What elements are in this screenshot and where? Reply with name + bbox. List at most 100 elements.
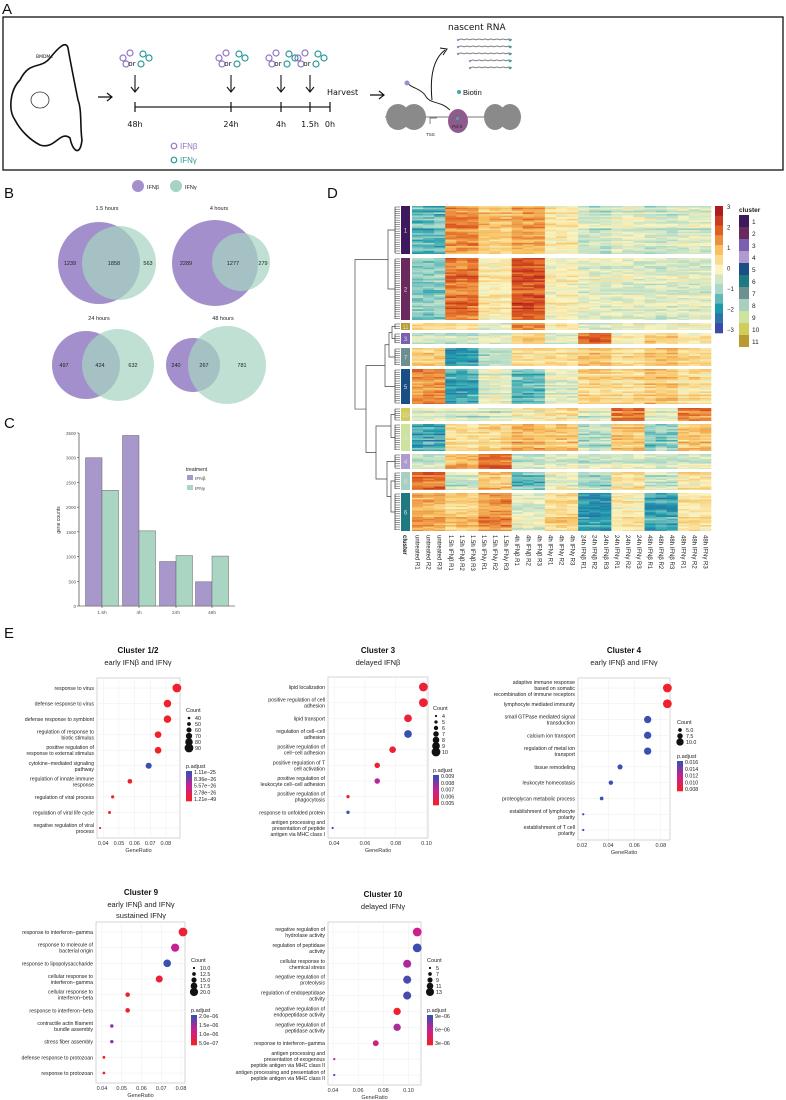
- heatmap-cell: [544, 250, 557, 253]
- heatmap-cell: [434, 234, 446, 237]
- heatmap-cell: [555, 341, 568, 343]
- heatmap-cell: [467, 294, 479, 297]
- heatmap-cell: [434, 425, 446, 428]
- heatmap-cell: [633, 210, 645, 213]
- heatmap-cell: [500, 476, 512, 479]
- heatmap-cell: [500, 436, 512, 439]
- heatmap-cell: [600, 352, 612, 355]
- heatmap-cell: [544, 465, 557, 467]
- heatmap-cell: [555, 476, 568, 479]
- heatmap-cell: [611, 370, 623, 373]
- heatmap-cell: [655, 299, 667, 302]
- heatmap-cell: [699, 359, 712, 361]
- heatmap-cell: [445, 419, 457, 421]
- heatmap-cell: [622, 386, 634, 389]
- bar-ifnb: [85, 457, 103, 607]
- heatmap-cell: [489, 342, 501, 344]
- heatmap-cell: [423, 259, 435, 262]
- heatmap-cell: [511, 270, 524, 273]
- heatmap-cell: [500, 460, 512, 463]
- heatmap-cell: [445, 369, 457, 371]
- heatmap-cell: [666, 337, 679, 340]
- heatmap-cell: [511, 207, 524, 210]
- heatmap-cell: [567, 381, 579, 384]
- heatmap-cell: [522, 486, 535, 489]
- heatmap-cell: [677, 310, 690, 313]
- heatmap-cell: [600, 261, 612, 263]
- heatmap-cell: [533, 357, 546, 360]
- heatmap-cell: [567, 252, 579, 254]
- heatmap-cell: [522, 351, 535, 353]
- heatmap-cell: [578, 378, 590, 381]
- heatmap-cell: [666, 380, 679, 382]
- heatmap-cell: [567, 309, 579, 311]
- heatmap-cell: [434, 468, 446, 469]
- heatmap-cell: [655, 430, 667, 433]
- heatmap-cell: [655, 264, 667, 267]
- heatmap-cell: [677, 494, 690, 497]
- heatmap-cell: [611, 296, 623, 299]
- heatmap-cell: [423, 375, 435, 378]
- heatmap-cell: [578, 250, 590, 253]
- heatmap-cell: [489, 333, 501, 335]
- heatmap-cell: [522, 266, 535, 268]
- heatmap-cell: [489, 304, 501, 307]
- heatmap-cell: [644, 217, 656, 219]
- heatmap-cell: [434, 378, 446, 381]
- heatmap-cell: [478, 282, 490, 284]
- heatmap-cell: [677, 307, 690, 310]
- heatmap-cell: [445, 267, 457, 270]
- heatmap-cell: [489, 370, 501, 373]
- heatmap-cell: [478, 327, 490, 330]
- heatmap-cell: [688, 356, 701, 358]
- heatmap-cell: [567, 354, 579, 357]
- heatmap-cell: [567, 261, 579, 263]
- or-label: or: [224, 60, 231, 68]
- heatmap-cell: [522, 217, 535, 219]
- heatmap-cell: [688, 377, 701, 379]
- heatmap-cell: [544, 351, 557, 353]
- heatmap-cell: [467, 309, 479, 311]
- heatmap-cell: [578, 408, 590, 410]
- heatmap-cell: [467, 389, 479, 392]
- heatmap-cell: [677, 280, 690, 283]
- heatmap-cell: [622, 269, 634, 271]
- heatmap-cell: [633, 369, 645, 371]
- heatmap-cell: [412, 249, 424, 251]
- heatmap-cell: [633, 247, 645, 250]
- heatmap-cell: [500, 483, 512, 485]
- heatmap-cell: [677, 372, 690, 374]
- heatmap-cell: [677, 449, 690, 451]
- heatmap-cell: [511, 302, 524, 305]
- heatmap-cell: [456, 286, 468, 289]
- heatmap-cell: [511, 444, 524, 447]
- heatmap-cell: [522, 247, 535, 250]
- heatmap-cell: [688, 277, 701, 279]
- heatmap-cell: [434, 304, 446, 307]
- heatmap-cell: [478, 329, 490, 330]
- heatmap-cell: [456, 301, 468, 303]
- heatmap-cell: [555, 336, 568, 338]
- heatmap-cell: [445, 259, 457, 262]
- heatmap-cell: [434, 396, 446, 398]
- heatmap-cell: [578, 499, 590, 502]
- heatmap-cell: [445, 246, 457, 248]
- heatmap-cell: [567, 270, 579, 273]
- heatmap-cell: [533, 414, 546, 417]
- heatmap-cell: [412, 302, 424, 305]
- heatmap-cell: [578, 336, 590, 338]
- heatmap-cell: [467, 360, 479, 363]
- heatmap-cell: [578, 463, 590, 466]
- heatmap-cell: [412, 334, 424, 337]
- heatmap-cell: [467, 302, 479, 305]
- heatmap-cell: [611, 364, 623, 366]
- heatmap-cell: [511, 282, 524, 284]
- heatmap-cell: [688, 472, 701, 474]
- heatmap-cell: [633, 391, 645, 394]
- heatmap-cell: [544, 446, 557, 449]
- heatmap-cell: [699, 266, 712, 268]
- heatmap-cell: [555, 496, 568, 498]
- heatmap-cell: [688, 298, 701, 300]
- heatmap-cell: [677, 349, 690, 352]
- heatmap-cell: [567, 396, 579, 398]
